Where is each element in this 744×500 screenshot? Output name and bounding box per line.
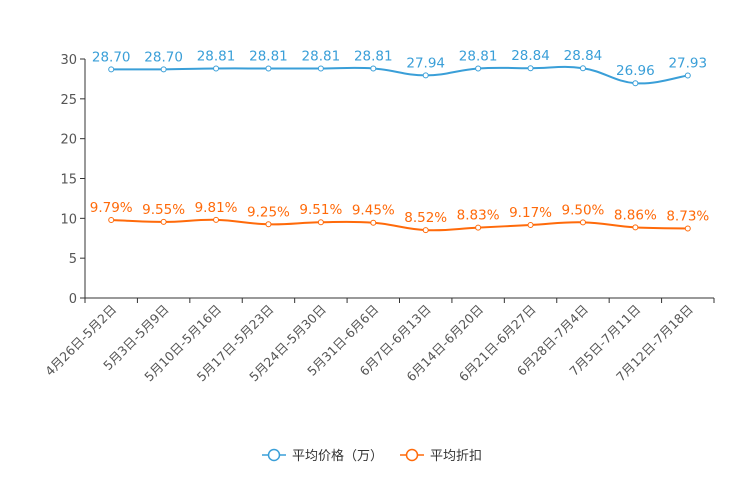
data-label: 28.84 <box>564 48 603 64</box>
data-point <box>160 218 167 225</box>
data-label: 9.55% <box>142 202 185 218</box>
data-point <box>213 65 220 72</box>
y-tick-label: 5 <box>69 252 77 267</box>
data-label: 27.93 <box>668 55 707 71</box>
y-tick-label: 20 <box>60 133 77 148</box>
data-point <box>579 219 586 226</box>
data-point <box>370 219 377 226</box>
data-point <box>265 65 272 72</box>
series-line-0 <box>111 65 688 85</box>
data-label: 27.94 <box>406 55 445 71</box>
y-tick-label: 10 <box>60 212 77 227</box>
data-point <box>160 66 167 73</box>
data-label: 8.83% <box>457 208 500 224</box>
data-point <box>422 227 429 234</box>
data-point <box>475 224 482 231</box>
data-point <box>317 219 324 226</box>
y-tick-label: 25 <box>60 93 77 108</box>
y-tick-label: 15 <box>60 173 77 188</box>
legend-marker-icon <box>405 448 419 462</box>
data-label: 28.81 <box>302 48 341 64</box>
y-tick-label: 0 <box>69 292 77 307</box>
data-label: 28.70 <box>144 49 183 65</box>
data-point <box>632 80 639 87</box>
y-tick-label: 30 <box>60 53 77 68</box>
data-label: 9.81% <box>195 200 238 216</box>
data-point <box>108 217 115 224</box>
data-point <box>527 221 534 228</box>
data-point <box>527 65 534 72</box>
data-point <box>422 72 429 79</box>
data-label: 26.96 <box>616 63 655 79</box>
data-label: 8.52% <box>404 210 447 226</box>
legend-label: 平均折扣 <box>430 449 482 464</box>
data-point <box>475 65 482 72</box>
data-label: 28.81 <box>459 48 498 64</box>
data-point <box>579 65 586 72</box>
data-point <box>684 72 691 79</box>
data-label: 9.50% <box>562 202 605 218</box>
data-point <box>213 216 220 223</box>
legend-label: 平均价格（万） <box>292 448 383 464</box>
data-label: 9.17% <box>509 205 552 221</box>
data-label: 8.86% <box>614 207 657 223</box>
series-line-1 <box>111 218 688 232</box>
data-label: 28.84 <box>511 48 550 64</box>
data-label: 28.81 <box>249 48 288 64</box>
data-label: 8.73% <box>666 208 709 224</box>
data-label: 9.45% <box>352 203 395 219</box>
data-label: 9.25% <box>247 204 290 220</box>
data-point <box>317 65 324 72</box>
data-point <box>370 65 377 72</box>
data-point <box>684 225 691 232</box>
data-label: 28.81 <box>197 48 236 64</box>
data-label: 28.70 <box>92 49 131 65</box>
data-point <box>108 66 115 73</box>
data-label: 28.81 <box>354 48 393 64</box>
data-point <box>632 224 639 231</box>
data-label: 9.79% <box>90 200 133 216</box>
legend-marker-icon <box>267 448 281 462</box>
data-point <box>265 221 272 228</box>
data-label: 9.51% <box>299 202 342 218</box>
